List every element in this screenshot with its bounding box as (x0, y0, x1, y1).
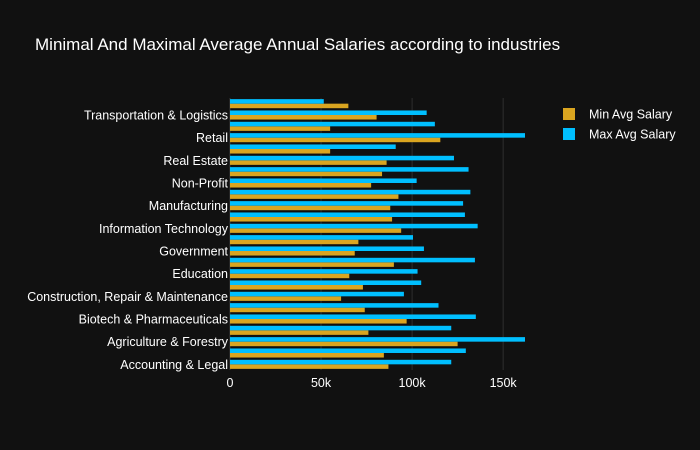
x-axis-tick-labels: 0 50k 100k 150k (227, 376, 518, 390)
bar-max-avg-salary[interactable] (230, 325, 452, 331)
bar-max-avg-salary[interactable] (230, 314, 476, 319)
y-tick-label: Non-Profit (172, 177, 229, 191)
legend-label: Max Avg Salary (589, 128, 676, 142)
bar-max-avg-salary[interactable] (230, 291, 404, 297)
y-tick-label: Accounting & Legal (120, 358, 228, 372)
bar-max-avg-salary[interactable] (230, 303, 439, 308)
bar-max-avg-salary[interactable] (230, 121, 435, 127)
legend-item[interactable]: Max Avg Salary (563, 128, 676, 142)
bars (230, 99, 525, 369)
bar-min-avg-salary[interactable] (230, 273, 350, 279)
bar-max-avg-salary[interactable] (230, 212, 465, 217)
y-axis-tick-labels: Accounting & Legal Agriculture & Forestry… (27, 109, 229, 372)
bar-min-avg-salary[interactable] (230, 183, 372, 188)
legend-item[interactable]: Min Avg Salary (563, 108, 673, 122)
bar-min-avg-salary[interactable] (230, 160, 387, 165)
x-tick-label: 150k (490, 376, 518, 390)
bar-max-avg-salary[interactable] (230, 257, 475, 263)
bar-max-avg-salary[interactable] (230, 133, 525, 138)
y-tick-label: Real Estate (163, 154, 228, 168)
gridlines (229, 98, 504, 370)
bar-max-avg-salary[interactable] (230, 155, 454, 161)
bar-max-avg-salary[interactable] (230, 144, 396, 149)
legend-swatch (563, 128, 575, 140)
bar-min-avg-salary[interactable] (230, 115, 377, 120)
bar-min-avg-salary[interactable] (230, 364, 389, 369)
y-tick-label: Information Technology (99, 222, 229, 236)
bar-min-avg-salary[interactable] (230, 341, 458, 347)
legend-swatch (563, 108, 575, 120)
bar-min-avg-salary[interactable] (230, 103, 349, 109)
bar-max-avg-salary[interactable] (230, 269, 418, 274)
bar-max-avg-salary[interactable] (230, 167, 469, 172)
bar-min-avg-salary[interactable] (230, 262, 394, 267)
y-tick-label: Government (159, 245, 228, 259)
bar-min-avg-salary[interactable] (230, 149, 331, 154)
bar-min-avg-salary[interactable] (230, 217, 393, 222)
bar-min-avg-salary[interactable] (230, 251, 355, 256)
x-tick-label: 100k (399, 376, 427, 390)
bar-min-avg-salary[interactable] (230, 239, 359, 245)
y-tick-label: Manufacturing (149, 199, 228, 213)
bar-max-avg-salary[interactable] (230, 110, 427, 115)
bar-min-avg-salary[interactable] (230, 194, 399, 199)
bar-max-avg-salary[interactable] (230, 348, 466, 353)
chart-title: Minimal And Maximal Average Annual Salar… (35, 35, 560, 54)
bar-min-avg-salary[interactable] (230, 296, 342, 301)
y-tick-label: Retail (196, 131, 228, 145)
y-tick-label: Biotech & Pharmaceuticals (79, 313, 228, 327)
bar-max-avg-salary[interactable] (230, 201, 464, 206)
bar-min-avg-salary[interactable] (230, 228, 402, 233)
y-tick-label: Agriculture & Forestry (107, 335, 229, 349)
bar-max-avg-salary[interactable] (230, 99, 324, 104)
bar-max-avg-salary[interactable] (230, 223, 478, 229)
bar-max-avg-salary[interactable] (230, 189, 471, 195)
bar-max-avg-salary[interactable] (230, 337, 525, 342)
bar-min-avg-salary[interactable] (230, 319, 407, 324)
bar-min-avg-salary[interactable] (230, 285, 363, 290)
bar-max-avg-salary[interactable] (230, 246, 424, 251)
legend-label: Min Avg Salary (589, 108, 673, 122)
bar-min-avg-salary[interactable] (230, 205, 391, 211)
y-tick-label: Education (172, 267, 228, 281)
bar-max-avg-salary[interactable] (230, 235, 414, 240)
bar-min-avg-salary[interactable] (230, 353, 384, 358)
bar-min-avg-salary[interactable] (230, 171, 383, 177)
x-tick-label: 50k (311, 376, 332, 390)
x-tick-label: 0 (227, 376, 234, 390)
bar-max-avg-salary[interactable] (230, 280, 422, 285)
legend[interactable]: Min Avg Salary Max Avg Salary (563, 108, 676, 142)
bar-max-avg-salary[interactable] (230, 178, 417, 183)
bar-max-avg-salary[interactable] (230, 359, 452, 365)
bar-min-avg-salary[interactable] (230, 126, 331, 131)
bar-min-avg-salary[interactable] (230, 307, 365, 313)
y-tick-label: Construction, Repair & Maintenance (27, 290, 228, 304)
bar-min-avg-salary[interactable] (230, 330, 369, 335)
y-tick-label: Transportation & Logistics (84, 109, 228, 123)
bar-min-avg-salary[interactable] (230, 137, 441, 143)
